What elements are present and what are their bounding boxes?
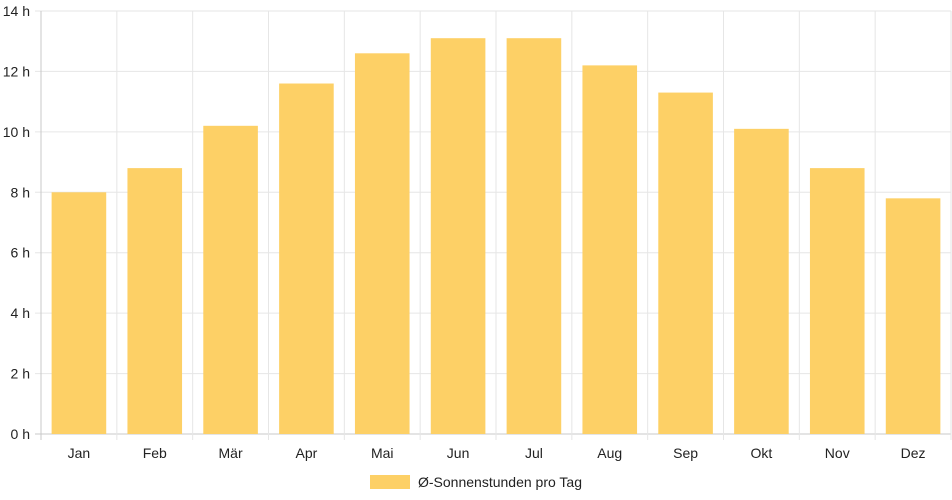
y-tick-label: 6 h	[11, 245, 30, 261]
y-tick-label: 2 h	[11, 366, 30, 382]
bar-mär[interactable]	[203, 125, 258, 435]
x-tick-label: Mai	[371, 445, 394, 461]
x-tick-label: Apr	[296, 445, 318, 461]
x-tick-label: Jun	[447, 445, 470, 461]
bar-okt[interactable]	[734, 128, 789, 435]
bar-mai[interactable]	[354, 53, 410, 435]
legend-swatch	[370, 475, 410, 489]
bars	[51, 38, 941, 435]
axes: 0 h 2 h 4 h 6 h 8 h 10 h 12 h 14 h Jan Feb Mär Apr M…	[3, 3, 926, 461]
legend-label: Ø-Sonnenstunden pro Tag	[418, 474, 582, 490]
x-tick-label: Feb	[143, 445, 167, 461]
y-tick-label: 14 h	[3, 3, 30, 19]
x-tick-label: Jul	[525, 445, 543, 461]
bar-jul[interactable]	[506, 38, 562, 434]
y-tick-label: 4 h	[11, 305, 30, 321]
bar-apr[interactable]	[279, 83, 334, 434]
bar-aug[interactable]	[582, 65, 638, 434]
grid	[35, 10, 952, 440]
bar-dez[interactable]	[885, 198, 941, 434]
x-tick-label: Jan	[68, 445, 91, 461]
bar-sep[interactable]	[658, 92, 713, 434]
y-tick-label: 10 h	[3, 124, 30, 140]
y-tick-label: 8 h	[11, 184, 30, 200]
bar-feb[interactable]	[127, 168, 183, 434]
x-tick-label: Sep	[673, 445, 698, 461]
bar-jan[interactable]	[51, 192, 107, 434]
bar-nov[interactable]	[809, 168, 865, 434]
y-tick-label: 0 h	[11, 426, 30, 442]
x-tick-label: Aug	[597, 445, 622, 461]
x-tick-label: Mär	[219, 445, 243, 461]
x-tick-label: Okt	[751, 445, 773, 461]
y-tick-label: 12 h	[3, 63, 30, 79]
x-tick-label: Nov	[825, 445, 850, 461]
x-tick-label: Dez	[901, 445, 926, 461]
legend[interactable]: Ø-Sonnenstunden pro Tag	[370, 474, 582, 490]
bar-jun[interactable]	[430, 38, 486, 434]
